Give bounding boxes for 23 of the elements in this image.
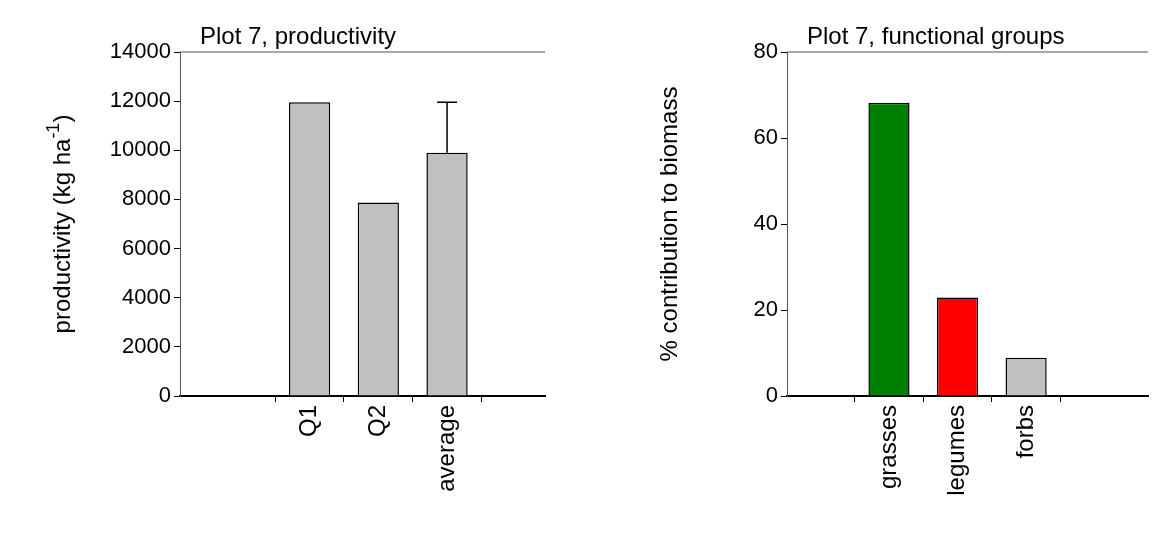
- y-tick-label: 12000: [109, 87, 171, 113]
- y-axis-title: % contribution to biomass: [655, 86, 682, 362]
- y-tick-label: 4000: [122, 283, 171, 309]
- x-tick-label: forbs: [1010, 405, 1038, 459]
- y-tick-label: 2000: [122, 332, 171, 358]
- x-tick-label: legumes: [942, 405, 970, 496]
- y-tick-label: 8000: [122, 185, 171, 211]
- y-tick-label: 80: [753, 38, 778, 64]
- x-tick-label: grasses: [873, 405, 901, 490]
- chart-title: Plot 7, functional groups: [807, 22, 1065, 49]
- x-tick-label: Q1: [294, 405, 322, 438]
- x-tick-label: Q2: [362, 405, 390, 438]
- y-tick-label: 0: [158, 382, 171, 408]
- y-axis-title: productivity (kg ha-1): [43, 114, 75, 334]
- y-tick-label: 40: [753, 210, 778, 236]
- y-tick-label: 20: [753, 296, 778, 322]
- chart-title: Plot 7, productivity: [200, 22, 397, 49]
- y-tick-label: 6000: [122, 234, 171, 260]
- y-tick-label: 0: [765, 382, 778, 408]
- x-tick-label: average: [431, 405, 459, 492]
- y-tick-label: 10000: [109, 136, 171, 162]
- y-tick-label: 14000: [109, 38, 171, 64]
- y-tick-label: 60: [753, 124, 778, 150]
